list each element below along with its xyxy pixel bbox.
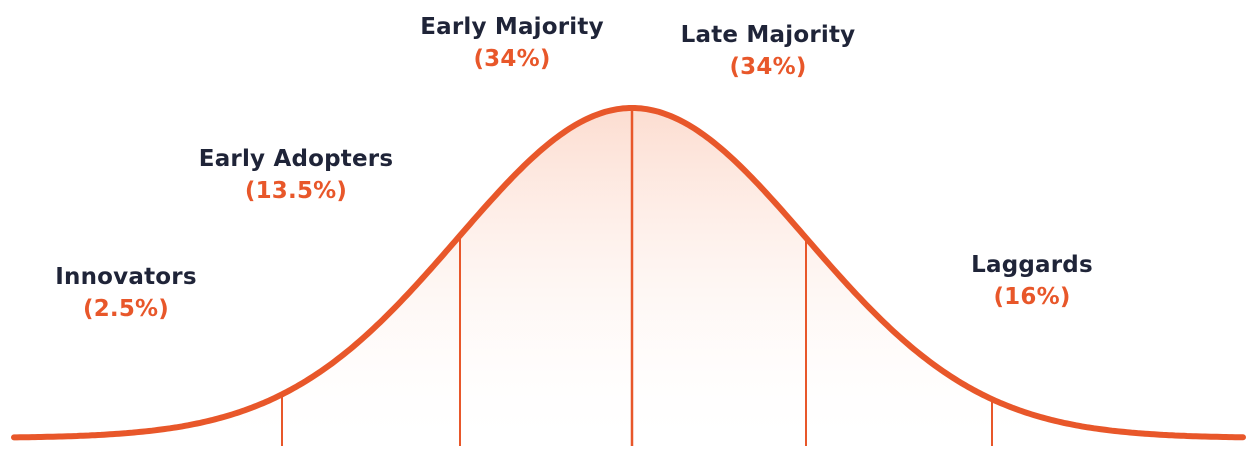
segment-share-early-majority: (34%) — [473, 46, 551, 72]
segment-share-laggards: (16%) — [993, 284, 1071, 310]
segment-name-early-majority: Early Majority — [420, 14, 604, 40]
curve-line — [11, 105, 1246, 441]
segment-dividers — [281, 108, 993, 446]
segment-name-late-majority: Late Majority — [680, 22, 856, 48]
label-late-majority: Late Majority (34%) — [681, 20, 856, 84]
segment-name-early-adopters: Early Adopters — [198, 146, 394, 172]
segment-share-late-majority: (34%) — [729, 54, 807, 80]
label-early-adopters: Early Adopters (13.5%) — [199, 144, 393, 208]
segment-name-innovators: Innovators — [55, 264, 197, 290]
segment-share-early-adopters: (13.5%) — [244, 178, 348, 204]
segment-share-innovators: (2.5%) — [82, 296, 170, 322]
label-innovators: Innovators (2.5%) — [55, 262, 196, 326]
segment-name-laggards: Laggards — [971, 252, 1093, 278]
label-laggards: Laggards (16%) — [971, 250, 1093, 314]
curve-area-fill — [14, 108, 1243, 438]
label-early-majority: Early Majority (34%) — [420, 12, 604, 76]
